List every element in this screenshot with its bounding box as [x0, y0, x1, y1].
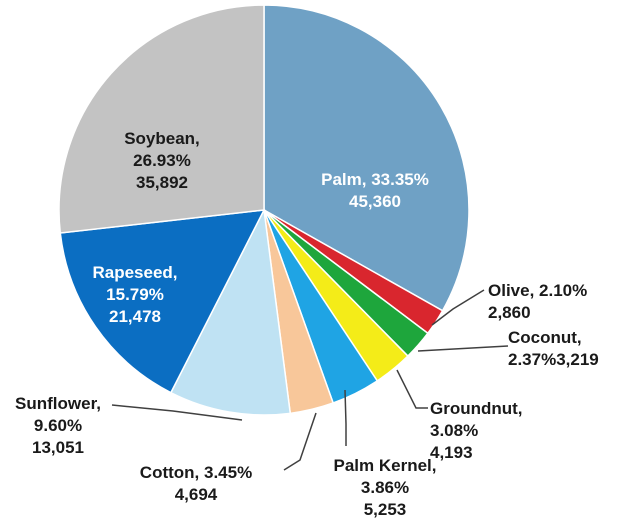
slice-label-line: Olive, 2.10% — [488, 281, 587, 300]
slice-label-line: 9.60% — [34, 416, 82, 435]
slice-label-line: 21,478 — [109, 307, 161, 326]
slice-label-rapeseed: Rapeseed, 15.79% 21,478 — [92, 263, 177, 326]
slice-label-line: 3.08% — [430, 421, 478, 440]
leader-line-sunflower — [111, 404, 243, 421]
slice-label-olive: Olive, 2.10% 2,860 — [488, 281, 587, 322]
slice-sunflower — [169, 207, 292, 416]
slice-label-line: Soybean, — [124, 129, 200, 148]
slice-label-line: 4,193 — [430, 443, 473, 462]
pie-slices — [58, 4, 470, 416]
slice-label-line: 4,694 — [175, 485, 218, 504]
slice-label-line: 2,860 — [488, 303, 531, 322]
slice-palm — [263, 4, 470, 312]
slice-label-coconut: Coconut, 2.37%3,219 — [508, 328, 599, 369]
slice-label-line: 3.86% — [361, 478, 409, 497]
leader-line-olive — [431, 289, 485, 326]
slice-label-palm-kernel: Palm Kernel, 3.86% 5,253 — [334, 456, 437, 519]
slice-label-palm: Palm, 33.35% 45,360 — [321, 170, 429, 211]
slice-label-line: Cotton, 3.45% — [140, 463, 252, 482]
slice-soybean — [58, 4, 265, 234]
slice-label-groundnut: Groundnut, 3.08% 4,193 — [430, 399, 523, 462]
slice-label-line: 35,892 — [136, 173, 188, 192]
slice-label-line: 15.79% — [106, 285, 164, 304]
slice-label-line: 2.37%3,219 — [508, 350, 599, 369]
slice-rapeseed — [59, 209, 266, 394]
slice-label-line: Coconut, — [508, 328, 582, 347]
slice-label-line: 5,253 — [364, 500, 407, 519]
leader-lines — [111, 289, 509, 471]
leader-line-coconut — [417, 345, 509, 352]
slice-label-line: Sunflower, — [15, 394, 101, 413]
slice-label-line: Rapeseed, — [92, 263, 177, 282]
slice-label-soybean: Soybean, 26.93% 35,892 — [124, 129, 200, 192]
slice-label-line: 13,051 — [32, 438, 84, 457]
leader-line-palm-kernel — [344, 389, 347, 446]
slice-label-line: 45,360 — [349, 192, 401, 211]
slice-label-line: 26.93% — [133, 151, 191, 170]
slice-label-sunflower: Sunflower, 9.60% 13,051 — [15, 394, 101, 457]
leader-line-groundnut — [396, 369, 428, 409]
slice-label-cotton: Cotton, 3.45% 4,694 — [140, 463, 252, 504]
slice-label-line: Palm, 33.35% — [321, 170, 429, 189]
slice-labels: Palm, 33.35% 45,360 Olive, 2.10% 2,860 Cocon… — [15, 129, 599, 519]
leader-line-cotton — [283, 412, 317, 471]
slice-label-line: Palm Kernel, — [334, 456, 437, 475]
slice-label-line: Groundnut, — [430, 399, 523, 418]
